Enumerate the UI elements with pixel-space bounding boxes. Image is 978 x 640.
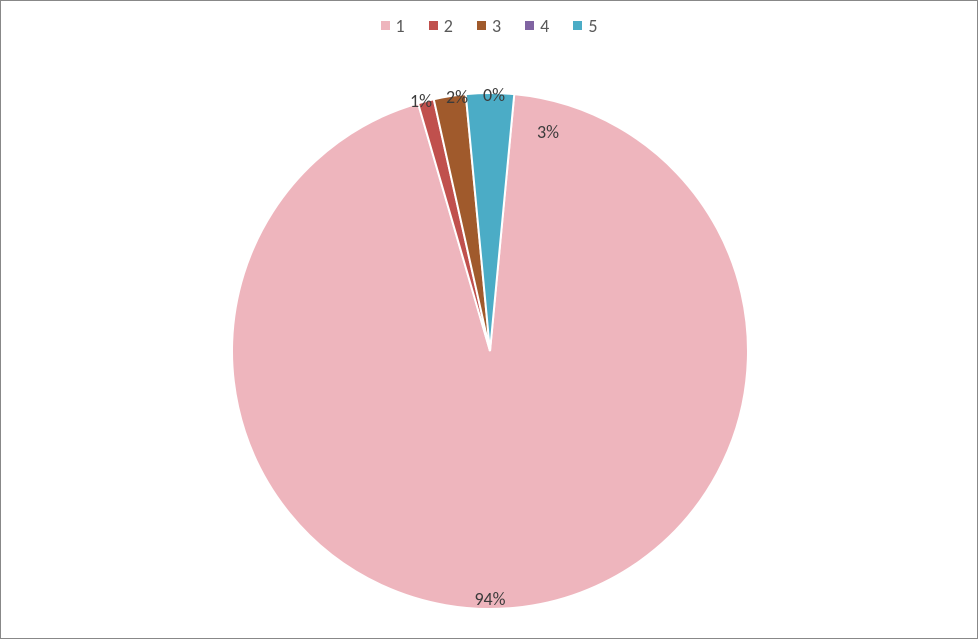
data-label-3: 2% — [446, 86, 468, 108]
data-label-4: 0% — [483, 84, 505, 106]
data-label-2: 1% — [410, 90, 432, 112]
chart-frame: 1 2 3 4 5 94%1%2%0%3% — [0, 0, 978, 639]
data-label-1: 94% — [474, 588, 505, 610]
data-label-5: 3% — [537, 121, 559, 143]
